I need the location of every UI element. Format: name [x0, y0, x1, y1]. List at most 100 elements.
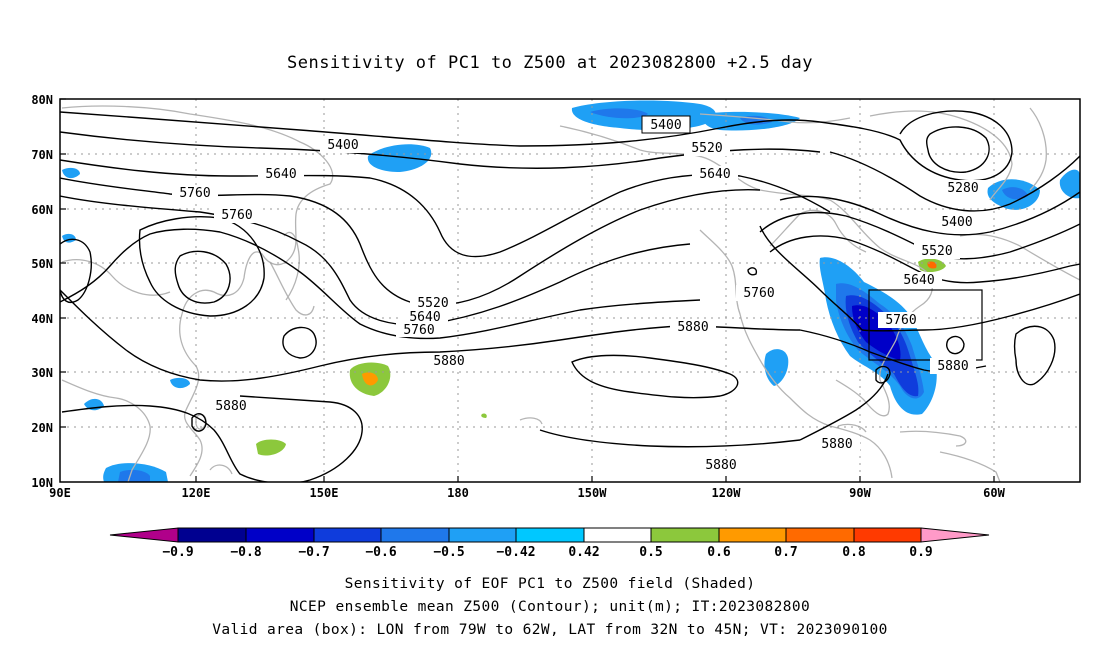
coastline [1029, 107, 1047, 191]
negative-sensitivity-patch [118, 469, 150, 482]
contour-label: 5880 [705, 458, 736, 473]
coastline [61, 105, 334, 477]
z500-contour [945, 335, 965, 355]
contour-label: 5760 [221, 208, 252, 223]
negative-sensitivity-patch [852, 305, 901, 360]
colorbar-label: −0.8 [230, 545, 261, 560]
colorbar-segment [718, 527, 787, 543]
lon-label: 60W [983, 486, 1005, 500]
z500-contour [60, 111, 821, 147]
shaded-sensitivity-layer [62, 100, 1080, 482]
colorbar-label: 0.9 [909, 545, 932, 560]
lon-label: 120W [712, 486, 742, 500]
contour-label: 5640 [409, 310, 440, 325]
colorbar-label: −0.42 [496, 545, 535, 560]
colorbar-label: −0.6 [365, 545, 396, 560]
z500-contour [571, 354, 739, 399]
z500-contour [61, 395, 363, 482]
coastline [899, 430, 967, 447]
lon-label: 90W [849, 486, 871, 500]
colorbar-segment [650, 527, 720, 543]
coastline [519, 417, 543, 425]
colorbar-segment [313, 527, 382, 543]
coastline [837, 423, 867, 433]
caption-line-2: NCEP ensemble mean Z500 (Contour); unit(… [290, 599, 810, 615]
negative-sensitivity-patch [590, 108, 648, 119]
z500-contour [875, 365, 891, 384]
contour-label-layer: 5400 5400 5520 5640 5640 5760 5760 5280 … [172, 115, 986, 473]
lon-label: 90E [49, 486, 71, 500]
caption-line-1: Sensitivity of EOF PC1 to Z500 field (Sh… [345, 576, 756, 592]
colorbar: −0.9 −0.8 −0.7 −0.6 −0.5 −0.42 0.42 0.5 … [109, 527, 990, 560]
contour-label: 5640 [265, 167, 296, 182]
contour-label: 5760 [403, 323, 434, 338]
coastline [939, 451, 1001, 482]
contour-label: 5400 [650, 118, 681, 133]
lat-label: 30N [31, 366, 53, 380]
lat-label: 20N [31, 421, 53, 435]
coastline [61, 259, 171, 296]
lon-label: 120E [182, 486, 211, 500]
z500-contour [747, 267, 758, 276]
contour-label: 5280 [947, 181, 978, 196]
longitude-labels: 90E 120E 150E 180 150W 120W 90W 60W [49, 486, 1005, 500]
lon-label: 150W [578, 486, 608, 500]
contour-label: 5880 [433, 354, 464, 369]
contour-label: 5400 [941, 215, 972, 230]
coastline [559, 125, 934, 417]
z500-contour [60, 195, 691, 326]
contour-label: 5880 [821, 437, 852, 452]
axis-ticks [60, 98, 995, 482]
contour-label: 5880 [215, 399, 246, 414]
contour-label: 5520 [691, 141, 722, 156]
colorbar-label: −0.9 [162, 545, 193, 560]
lat-label: 70N [31, 148, 53, 162]
z500-contour [539, 429, 801, 448]
coastline [769, 209, 867, 253]
negative-sensitivity-patch [1002, 187, 1028, 200]
z500-contour [60, 238, 92, 304]
contour-label: 5760 [743, 286, 774, 301]
contour-label: 5400 [327, 138, 358, 153]
z500-contour [829, 151, 1080, 212]
contour-label: 5760 [885, 313, 916, 328]
colorbar-label: 0.42 [568, 545, 599, 560]
z500-contour-layer [60, 110, 1080, 482]
lon-label: 150E [310, 486, 339, 500]
contour-label: 5640 [903, 273, 934, 288]
contour-label: 5520 [921, 244, 952, 259]
colorbar-segment-neg-extend [109, 527, 179, 543]
contour-label: 5760 [179, 186, 210, 201]
colorbar-label: 0.8 [842, 545, 866, 560]
coastline [699, 113, 851, 124]
negative-sensitivity-patch [1059, 169, 1080, 199]
colorbar-segment [245, 527, 315, 543]
colorbar-label: −0.5 [433, 545, 464, 560]
valid-area-box [868, 289, 983, 361]
coastline [209, 464, 233, 475]
colorbar-label: −0.7 [298, 545, 329, 560]
lat-label: 80N [31, 93, 53, 107]
positive-sensitivity-patch [256, 439, 286, 456]
colorbar-segment [448, 527, 517, 543]
contour-label: 5880 [937, 359, 968, 374]
colorbar-segment [177, 527, 247, 543]
colorbar-segment [583, 527, 652, 543]
coastline [699, 229, 893, 479]
lat-label: 60N [31, 203, 53, 217]
negative-sensitivity-patch [62, 167, 80, 179]
figure-title: Sensitivity of PC1 to Z500 at 2023082800… [287, 53, 813, 73]
positive-sensitivity-patch [362, 372, 378, 386]
z500-contour [861, 293, 1080, 332]
colorbar-segment [785, 527, 855, 543]
colorbar-segment-pos-extend [920, 527, 990, 543]
z500-contour [60, 177, 761, 306]
z500-contour [799, 373, 889, 441]
positive-sensitivity-patch [481, 413, 487, 418]
lat-label: 50N [31, 257, 53, 271]
z500-contour [779, 191, 1080, 236]
lat-label: 40N [31, 312, 53, 326]
contour-label: 5520 [417, 296, 448, 311]
map-frame [59, 98, 1081, 483]
